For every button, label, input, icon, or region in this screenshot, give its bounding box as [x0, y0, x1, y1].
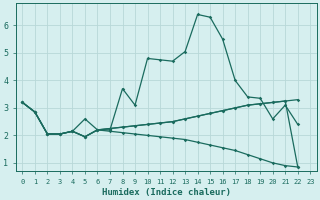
X-axis label: Humidex (Indice chaleur): Humidex (Indice chaleur) — [102, 188, 231, 197]
